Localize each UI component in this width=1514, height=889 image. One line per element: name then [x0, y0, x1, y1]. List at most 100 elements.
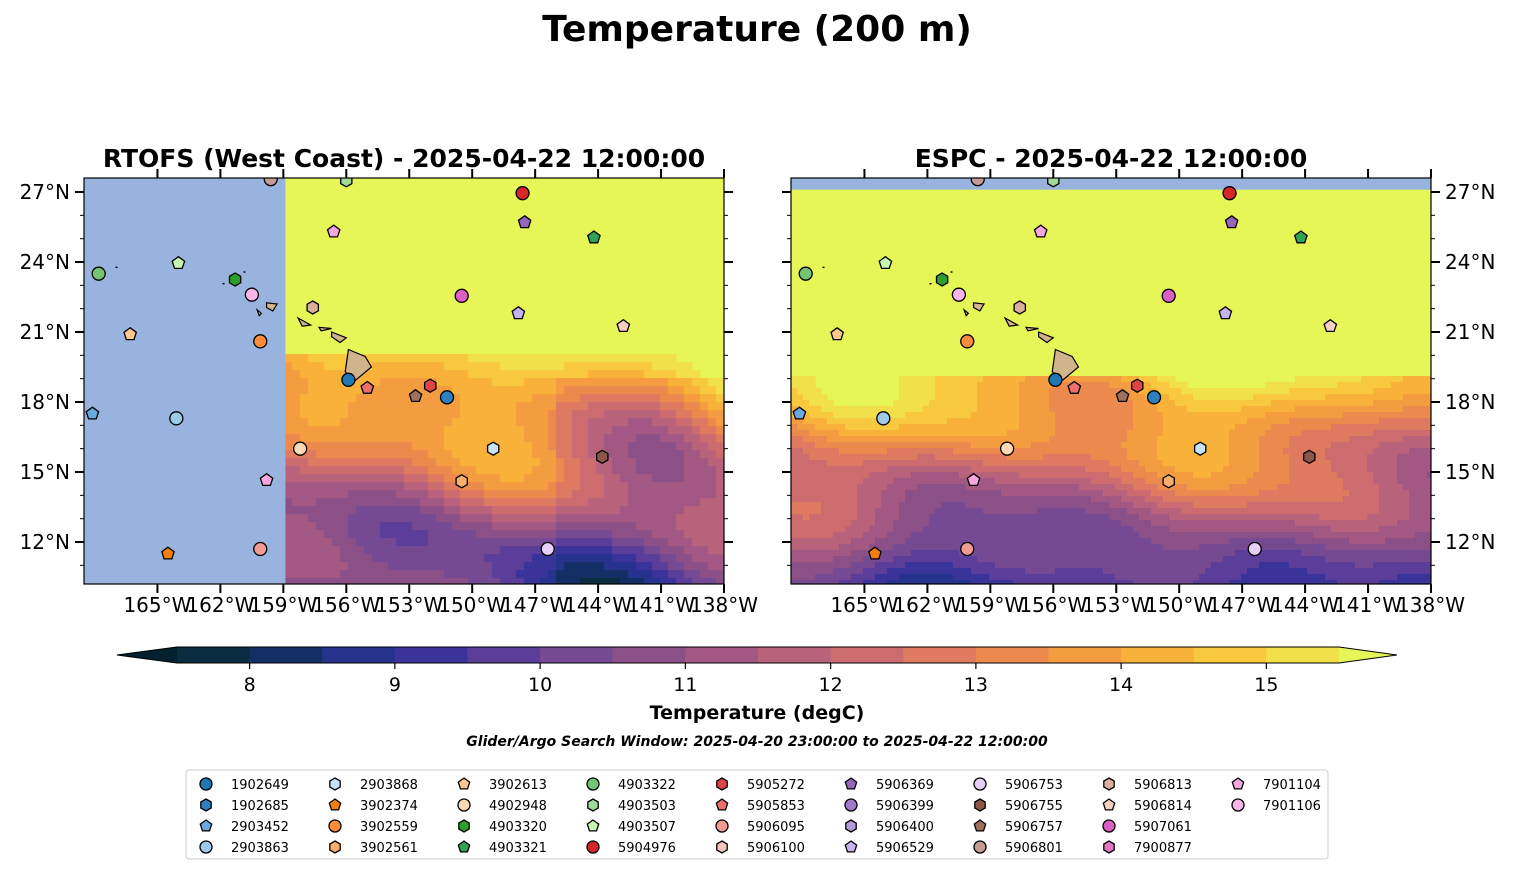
field-cell — [923, 568, 930, 575]
field-cell — [1013, 574, 1020, 581]
field-cell — [588, 362, 597, 371]
field-cell — [929, 478, 936, 485]
field-cell — [1061, 454, 1068, 461]
field-cell — [1127, 526, 1134, 533]
field-cell — [340, 458, 349, 467]
field-cell — [364, 546, 373, 555]
field-cell — [995, 526, 1002, 533]
field-cell — [1091, 484, 1098, 491]
field-cell — [1121, 448, 1128, 455]
field-cell — [869, 436, 876, 443]
field-cell — [1127, 496, 1134, 503]
field-cell — [524, 522, 533, 531]
field-cell — [620, 482, 629, 491]
field-cell — [803, 484, 810, 491]
field-cell — [1109, 382, 1116, 389]
field-cell — [815, 568, 822, 575]
field-cell — [1127, 478, 1134, 485]
field-cell — [1121, 466, 1128, 473]
field-cell — [935, 472, 942, 479]
field-cell — [652, 562, 661, 571]
field-cell — [348, 498, 357, 507]
field-cell — [1073, 514, 1080, 521]
field-cell — [572, 386, 581, 395]
field-cell — [372, 498, 381, 507]
field-cell — [803, 424, 810, 431]
field-cell — [917, 544, 924, 551]
field-cell — [917, 574, 924, 581]
field-cell — [941, 454, 948, 461]
field-cell — [684, 394, 693, 403]
field-cell — [404, 466, 413, 475]
field-cell — [716, 506, 724, 515]
islet — [115, 266, 118, 269]
field-cell — [1217, 574, 1224, 581]
field-cell — [821, 532, 828, 539]
field-cell — [797, 568, 804, 575]
field-cell — [995, 508, 1002, 515]
field-cell — [1061, 490, 1068, 497]
field-cell — [476, 370, 485, 379]
field-cell — [809, 454, 816, 461]
field-cell — [857, 478, 864, 485]
field-cell — [857, 466, 864, 473]
field-cell — [959, 538, 966, 545]
field-cell — [660, 426, 669, 435]
field-cell — [1181, 484, 1188, 491]
field-cell — [911, 400, 918, 407]
field-cell — [827, 442, 834, 449]
field-cell — [692, 370, 701, 379]
field-cell — [953, 418, 960, 425]
field-cell — [388, 474, 397, 483]
field-cell — [989, 472, 996, 479]
field-cell — [1139, 568, 1146, 575]
field-cell — [1139, 472, 1146, 479]
field-cell — [911, 532, 918, 539]
field-cell — [1193, 574, 1200, 581]
field-cell — [1193, 544, 1200, 551]
field-cell — [791, 568, 798, 575]
field-cell — [989, 400, 996, 407]
field-cell — [388, 402, 397, 411]
field-cell — [899, 514, 906, 521]
field-cell — [500, 474, 509, 483]
field-cell — [412, 434, 421, 443]
field-cell — [508, 458, 517, 467]
field-cell — [1223, 514, 1230, 521]
field-cell — [516, 554, 525, 563]
field-cell — [708, 458, 717, 467]
field-cell — [1097, 484, 1104, 491]
field-cell — [905, 562, 912, 569]
field-cell — [604, 522, 613, 531]
field-cell — [947, 430, 954, 437]
field-cell — [532, 386, 541, 395]
field-cell — [500, 482, 509, 491]
field-cell — [460, 538, 469, 547]
field-cell — [548, 498, 557, 507]
field-cell — [1229, 568, 1236, 575]
field-cell — [827, 532, 834, 539]
field-cell — [869, 466, 876, 473]
field-cell — [1217, 388, 1224, 395]
field-cell — [1127, 436, 1134, 443]
field-cell — [1097, 508, 1104, 515]
field-cell — [1175, 424, 1182, 431]
field-cell — [1169, 376, 1176, 383]
field-cell — [1157, 400, 1164, 407]
field-cell — [540, 370, 549, 379]
field-cell — [953, 472, 960, 479]
field-cell — [596, 482, 605, 491]
field-cell — [815, 388, 822, 395]
field-cell — [1175, 532, 1182, 539]
field-cell — [628, 482, 637, 491]
field-cell — [1061, 424, 1068, 431]
field-cell — [548, 386, 557, 395]
field-cell — [644, 514, 653, 523]
field-cell — [332, 458, 341, 467]
field-cell — [692, 394, 701, 403]
field-cell — [668, 426, 677, 435]
field-cell — [1181, 496, 1188, 503]
field-cell — [1169, 556, 1176, 563]
field-cell — [684, 458, 693, 467]
field-cell — [348, 490, 357, 499]
